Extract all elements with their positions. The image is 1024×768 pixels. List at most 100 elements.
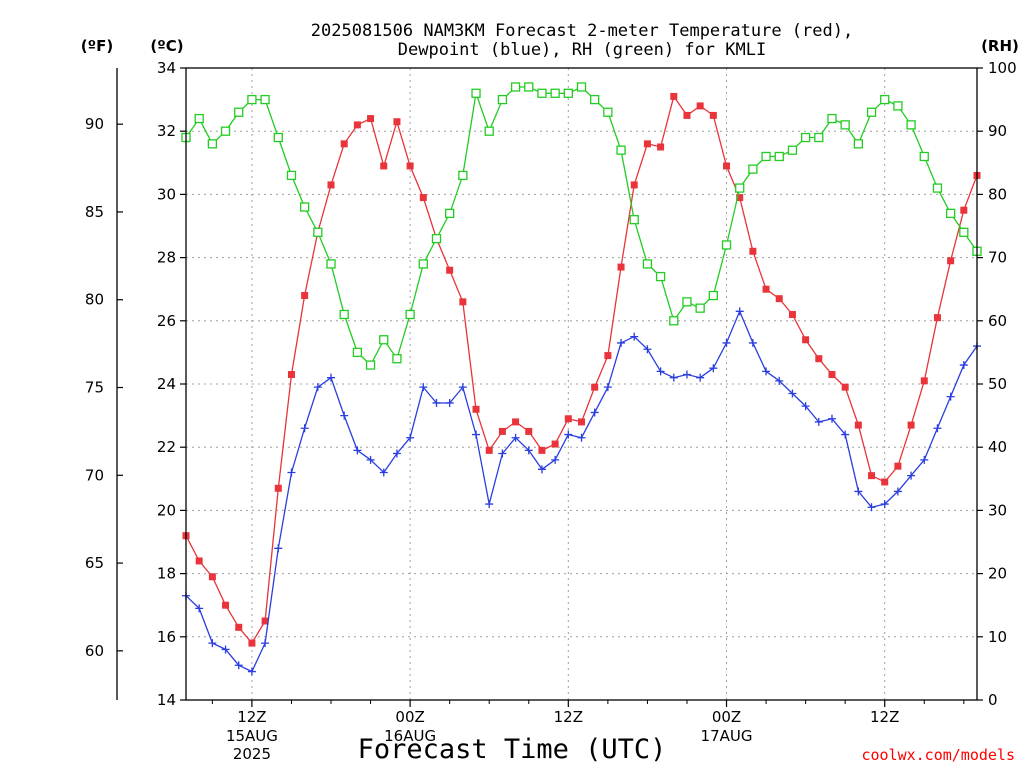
rh-point — [787, 145, 798, 155]
rh-point — [392, 354, 402, 364]
celsius-axis: 14 16 18 20 22 24 26 28 30 32 34 — [157, 59, 186, 709]
time-tick-label: 12Z — [870, 708, 899, 726]
celsius-tick-label: 20 — [157, 501, 176, 519]
celsius-tick-label: 32 — [157, 122, 176, 140]
rh-point — [814, 132, 824, 143]
temperature-point — [406, 162, 414, 170]
time-tick-label: 00Z — [395, 708, 424, 726]
dewpoint-point — [485, 500, 494, 509]
temperature-point — [775, 295, 783, 303]
temperature-point — [841, 383, 849, 391]
dewpoint-point — [907, 471, 916, 480]
temperature-point — [696, 102, 704, 110]
temperature-point — [907, 421, 915, 429]
rh-point — [959, 227, 969, 237]
rh-tick-label: 90 — [988, 122, 1007, 140]
dewpoint-point — [735, 307, 744, 316]
rh-point — [642, 259, 653, 269]
temperature-point — [960, 206, 968, 214]
rh-tick-label: 40 — [988, 438, 1007, 456]
dewpoint-point — [392, 449, 401, 458]
fahrenheit-axis: 60 65 70 75 80 85 90 — [85, 115, 123, 660]
rh-point — [445, 208, 455, 219]
temperature-point — [525, 427, 533, 435]
rh-point — [194, 113, 204, 124]
rh-point — [247, 94, 257, 105]
dewpoint-point — [366, 455, 375, 464]
rh-point — [207, 139, 218, 149]
dewpoint-point — [379, 468, 388, 477]
dewpoint-point — [353, 446, 362, 455]
celsius-tick-label: 26 — [157, 312, 176, 330]
temperature-point — [393, 118, 401, 126]
temperature-point — [815, 355, 823, 363]
rh-series — [181, 82, 982, 370]
celsius-tick-label: 18 — [157, 565, 176, 583]
temperature-point — [920, 377, 928, 385]
temperature-point — [723, 162, 731, 170]
chart-subtitle: Dewpoint (blue), RH (green) for KMLI — [398, 40, 766, 60]
temperature-point — [287, 371, 295, 379]
temperature-point — [802, 336, 810, 344]
temperature-point — [235, 623, 243, 631]
dewpoint-point — [656, 367, 665, 376]
rh-point — [590, 94, 600, 105]
dewpoint-point — [537, 465, 546, 474]
celsius-tick-label: 22 — [157, 438, 176, 456]
dewpoint-point — [854, 487, 863, 496]
rh-point — [471, 88, 481, 98]
series-layer — [181, 82, 982, 676]
temperature-point — [208, 573, 216, 581]
dewpoint-point — [195, 604, 204, 613]
rh-point — [260, 94, 270, 105]
time-tick-label: 12Z — [237, 708, 266, 726]
rh-tick-label: 50 — [988, 375, 1007, 393]
temperature-point — [881, 478, 889, 486]
dewpoint-point — [406, 433, 415, 442]
temperature-point — [762, 285, 770, 293]
dewpoint-point — [261, 639, 270, 648]
dewpoint-point — [445, 398, 454, 407]
date-label: 15AUG — [226, 727, 278, 745]
chart-title: 2025081506 NAM3KM Forecast 2-meter Tempe… — [311, 21, 853, 41]
celsius-tick-label: 14 — [157, 691, 176, 709]
dewpoint-point — [630, 332, 639, 341]
celsius-tick-label: 28 — [157, 249, 176, 267]
dewpoint-point — [841, 430, 850, 439]
rh-point — [234, 107, 244, 117]
dewpoint-point — [472, 430, 481, 439]
temperature-point — [222, 601, 230, 609]
temperature-point — [578, 418, 585, 426]
dewpoint-point — [682, 370, 691, 379]
rh-point — [458, 170, 468, 181]
temperature-point — [828, 371, 836, 379]
temperature-point — [459, 298, 467, 306]
celsius-tick-label: 24 — [157, 375, 176, 393]
dewpoint-point — [893, 487, 902, 496]
rh-point — [853, 139, 863, 149]
dewpoint-point — [709, 364, 718, 373]
temperature-point — [564, 415, 572, 423]
rh-point — [537, 88, 547, 98]
temperature-point — [617, 263, 625, 271]
rh-point — [352, 347, 363, 358]
dewpoint-point — [247, 667, 256, 676]
dewpoint-point — [208, 639, 217, 648]
celsius-tick-label: 16 — [157, 628, 176, 646]
temperature-point — [749, 247, 757, 255]
rh-tick-label: 30 — [988, 501, 1007, 519]
dewpoint-point — [577, 433, 586, 442]
temperature-point — [670, 92, 678, 100]
dewpoint-point — [274, 544, 283, 553]
fahrenheit-tick-label: 65 — [85, 554, 104, 572]
temperature-point — [195, 557, 203, 565]
celsius-tick-label: 30 — [157, 185, 176, 203]
dewpoint-point — [880, 500, 889, 509]
rh-point — [629, 215, 639, 225]
rh-point — [906, 120, 916, 130]
dewpoint-point — [234, 661, 243, 670]
temperature-point — [301, 292, 309, 300]
dewpoint-series — [182, 307, 981, 676]
temperature-point — [353, 121, 361, 129]
